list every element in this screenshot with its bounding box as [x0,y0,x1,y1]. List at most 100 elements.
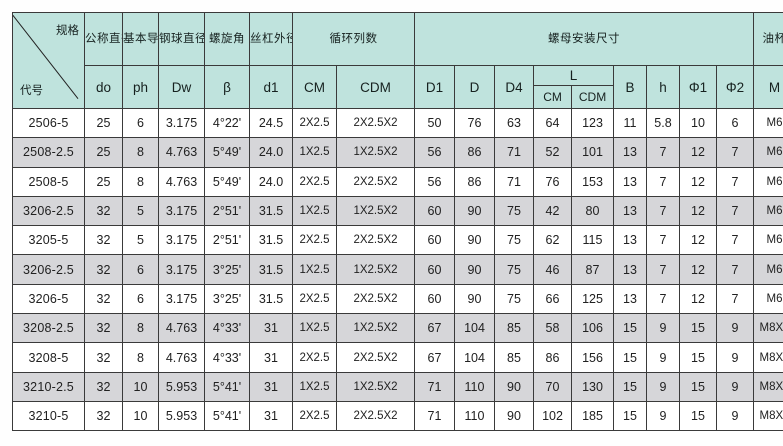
header-ball-diameter: 钢球直径 [158,12,205,66]
cell-beta: 4°33' [204,313,250,344]
cell-d1: 31 [249,342,293,373]
cell-L-cm: 42 [533,195,572,227]
cell-cm: 1X2.5 [292,313,337,344]
header-symbol-h: h [646,65,680,109]
table-row[interactable]: 2506-5 25 6 3.175 4°22' 24.5 2X2.5 2X2.5X2 50 76 6… [12,107,783,139]
cell-B: 11 [613,107,647,139]
cell-D4: 75 [494,254,534,285]
cell-h: 9 [646,371,680,402]
header-symbol-do: do [84,65,123,109]
table-row[interactable]: 2508-5 25 8 4.763 5°49' 24.0 2X2.5 2X2.5X2 56 86 7… [12,166,783,197]
cell-cm: 2X2.5 [292,225,337,256]
header-symbol-D1: D1 [414,65,455,109]
cell-D: 90 [454,283,495,315]
cell-dw: 5.953 [158,371,205,402]
header-symbol-dw: Dw [158,65,205,109]
cell-beta: 5°49' [204,137,250,168]
table-row[interactable]: 3208-2.5 32 8 4.763 4°33' 31 1X2.5 1X2.5X2 67 104… [12,313,783,344]
cell-d1: 31.5 [249,283,293,315]
table-body: 2506-5 25 6 3.175 4°22' 24.5 2X2.5 2X2.5X2 50 76 6… [12,107,783,432]
cell-cdm: 2X2.5X2 [336,342,415,373]
table-header: 规格 代号 公称直径 基本导程 钢球直径 螺旋角 [12,12,783,109]
cell-M: M6 [753,166,783,197]
header-symbol-phi1: Φ1 [679,65,717,109]
table-row[interactable]: 3210-2.5 32 10 5.953 5°41' 31 1X2.5 1X2.5X2 71 11… [12,371,783,402]
table-row[interactable]: 3205-5 32 5 3.175 2°51' 31.5 2X2.5 2X2.5X2 60 90 7… [12,225,783,256]
cell-L-cm: 64 [533,107,572,139]
cell-D: 104 [454,342,495,373]
cell-M: M6 [753,137,783,168]
cell-ph: 8 [122,342,159,373]
cell-D4: 75 [494,225,534,256]
table-row[interactable]: 3206-2.5 32 5 3.175 2°51' 31.5 1X2.5 1X2.5X2 60 9… [12,195,783,227]
cell-do: 25 [84,166,123,197]
cell-ph: 8 [122,137,159,168]
cell-do: 25 [84,107,123,139]
cell-ph: 10 [122,371,159,402]
cell-L-cm: 66 [533,283,572,315]
cell-D1: 67 [414,313,455,344]
cell-M: M6 [753,195,783,227]
cell-D4: 75 [494,283,534,315]
cell-phi2: 6 [715,107,755,139]
cell-L-cdm: 106 [571,313,614,344]
cell-dw: 3.175 [158,195,205,227]
cell-cdm: 1X2.5X2 [336,195,415,227]
cell-beta: 4°22' [204,107,250,139]
cell-ph: 8 [122,166,159,197]
cell-L-cdm: 130 [571,371,614,402]
cell-dw: 3.175 [158,225,205,256]
cell-ph: 6 [122,107,159,139]
cell-L-cdm: 123 [571,107,614,139]
cell-ph: 5 [122,225,159,256]
cell-D: 76 [454,107,495,139]
header-symbol-cm: CM [292,65,337,109]
cell-B: 15 [613,400,647,432]
cell-D4: 85 [494,342,534,373]
cell-L-cm: 86 [533,342,572,373]
cell-D: 90 [454,254,495,285]
cell-cm: 2X2.5 [292,400,337,432]
cell-phi1: 15 [679,371,717,402]
cell-cm: 1X2.5 [292,195,337,227]
cell-L-cdm: 115 [571,225,614,256]
cell-beta: 3°25' [204,283,250,315]
cell-M: M6 [753,254,783,285]
cell-phi1: 12 [679,254,717,285]
cell-L-cm: 52 [533,137,572,168]
cell-D: 110 [454,400,495,432]
cell-h: 7 [646,195,680,227]
header-symbol-M: M [753,65,783,109]
cell-L-cm: 62 [533,225,572,256]
cell-D1: 60 [414,195,455,227]
cell-code: 3210-5 [12,400,85,432]
header-basic-lead: 基本导程 [122,12,159,66]
cell-d1: 31 [249,313,293,344]
header-circulation-rows: 循环列数 [292,12,415,66]
cell-L-cm: 76 [533,166,572,197]
header-symbol-cdm: CDM [336,65,415,109]
cell-D1: 71 [414,371,455,402]
table-row[interactable]: 3206-5 32 6 3.175 3°25' 31.5 2X2.5 2X2.5X2 60 90 7… [12,283,783,315]
table-row[interactable]: 3210-5 32 10 5.953 5°41' 31 2X2.5 2X2.5X2 71 110 9… [12,400,783,432]
cell-B: 13 [613,195,647,227]
cell-h: 7 [646,166,680,197]
table-row[interactable]: 2508-2.5 25 8 4.763 5°49' 24.0 1X2.5 1X2.5X2 56 8… [12,137,783,168]
cell-beta: 4°33' [204,342,250,373]
table-row[interactable]: 3206-2.5 32 6 3.175 3°25' 31.5 1X2.5 1X2.5X2 60 9… [12,254,783,285]
header-row-symbols: do ph Dw β d1 CM CDM D1 D D4 L CM CDM [13,65,783,109]
cell-D1: 71 [414,400,455,432]
cell-ph: 6 [122,254,159,285]
cell-M: M8X1 [753,342,783,373]
cell-cm: 2X2.5 [292,342,337,373]
table-row[interactable]: 3208-5 32 8 4.763 4°33' 31 2X2.5 2X2.5X2 67 104 85… [12,342,783,373]
cell-B: 13 [613,283,647,315]
cell-B: 13 [613,137,647,168]
corner-label-code: 代号 [20,85,43,97]
cell-ph: 8 [122,313,159,344]
cell-D4: 63 [494,107,534,139]
cell-ph: 6 [122,283,159,315]
cell-phi2: 7 [715,283,755,315]
header-oil-cup: 油杯 [753,12,783,66]
cell-d1: 31.5 [249,225,293,256]
